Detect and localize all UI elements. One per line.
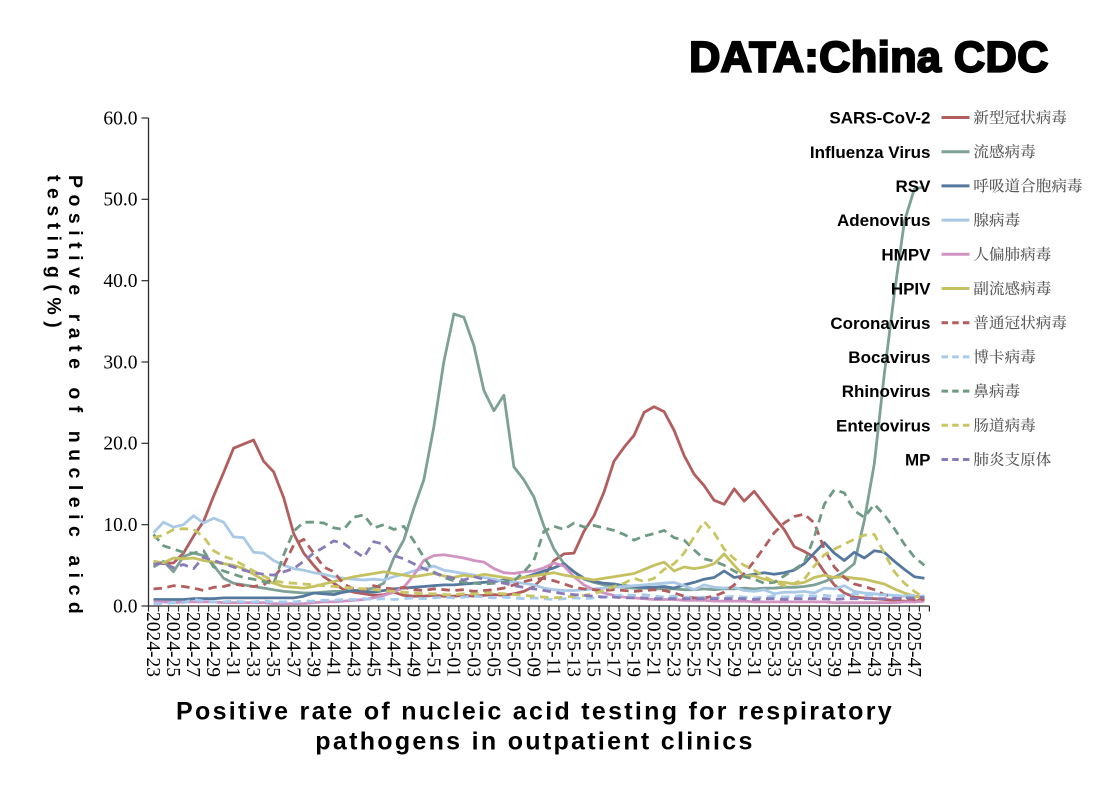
svg-text:2025-19: 2025-19 xyxy=(623,612,644,677)
svg-text:2025-15: 2025-15 xyxy=(583,612,604,677)
svg-text:2025-05: 2025-05 xyxy=(483,612,504,677)
svg-text:2025-11: 2025-11 xyxy=(543,612,564,676)
svg-text:2025-07: 2025-07 xyxy=(503,612,524,677)
svg-text:MP: MP xyxy=(905,451,931,470)
svg-text:2025-37: 2025-37 xyxy=(803,612,824,677)
svg-text:0.0: 0.0 xyxy=(113,596,137,617)
svg-text:30.0: 30.0 xyxy=(103,352,137,373)
svg-text:2024-39: 2024-39 xyxy=(302,612,323,677)
svg-text:pathogens in outpatient clinic: pathogens in outpatient clinics xyxy=(315,728,754,756)
svg-text:2025-31: 2025-31 xyxy=(743,612,764,677)
svg-text:Enterovirus: Enterovirus xyxy=(836,416,930,435)
svg-text:2025-01: 2025-01 xyxy=(443,612,464,677)
svg-text:HMPV: HMPV xyxy=(881,245,931,264)
svg-text:DATA:China CDC: DATA:China CDC xyxy=(689,34,1049,82)
svg-text:Bocavirus: Bocavirus xyxy=(848,348,930,367)
svg-text:60.0: 60.0 xyxy=(103,108,137,129)
svg-text:Adenovirus: Adenovirus xyxy=(837,211,931,230)
svg-text:2025-29: 2025-29 xyxy=(723,612,744,677)
svg-text:2025-23: 2025-23 xyxy=(663,612,684,677)
svg-text:2025-47: 2025-47 xyxy=(903,612,924,677)
svg-text:2024-51: 2024-51 xyxy=(422,612,443,677)
svg-text:2024-23: 2024-23 xyxy=(142,612,163,677)
svg-text:2025-03: 2025-03 xyxy=(463,612,484,677)
svg-text:40.0: 40.0 xyxy=(103,271,137,292)
svg-text:2024-49: 2024-49 xyxy=(402,612,423,677)
svg-text:2025-33: 2025-33 xyxy=(763,612,784,677)
svg-text:2025-43: 2025-43 xyxy=(863,612,884,677)
svg-text:testing(%): testing(%) xyxy=(43,175,65,334)
svg-text:Influenza Virus: Influenza Virus xyxy=(810,143,931,162)
svg-text:20.0: 20.0 xyxy=(103,434,137,455)
svg-text:2024-41: 2024-41 xyxy=(322,612,343,677)
svg-text:2025-35: 2025-35 xyxy=(783,612,804,677)
svg-text:Coronavirus: Coronavirus xyxy=(830,314,930,333)
svg-text:2025-25: 2025-25 xyxy=(683,612,704,677)
svg-text:2024-35: 2024-35 xyxy=(262,612,283,677)
svg-text:Rhinovirus: Rhinovirus xyxy=(842,382,931,401)
svg-text:2024-29: 2024-29 xyxy=(202,612,223,677)
svg-text:2024-31: 2024-31 xyxy=(222,612,243,677)
svg-text:2024-25: 2024-25 xyxy=(162,612,183,677)
svg-text:2024-43: 2024-43 xyxy=(342,612,363,677)
svg-text:2025-09: 2025-09 xyxy=(523,612,544,677)
svg-text:2025-39: 2025-39 xyxy=(823,612,844,677)
svg-text:2025-27: 2025-27 xyxy=(703,612,724,677)
svg-text:2024-27: 2024-27 xyxy=(182,612,203,677)
svg-text:HPIV: HPIV xyxy=(891,280,931,299)
svg-text:2024-37: 2024-37 xyxy=(282,612,303,677)
svg-text:2024-47: 2024-47 xyxy=(382,612,403,677)
svg-text:2025-17: 2025-17 xyxy=(603,612,624,677)
svg-text:2024-33: 2024-33 xyxy=(242,612,263,677)
svg-text:10.0: 10.0 xyxy=(103,515,137,536)
svg-text:SARS-CoV-2: SARS-CoV-2 xyxy=(829,109,930,128)
svg-text:2025-45: 2025-45 xyxy=(883,612,904,677)
svg-text:2025-21: 2025-21 xyxy=(643,612,664,677)
svg-text:Positive rate of nucleic aicd: Positive rate of nucleic aicd xyxy=(64,175,86,620)
svg-text:2024-45: 2024-45 xyxy=(362,612,383,677)
svg-text:2025-41: 2025-41 xyxy=(843,612,864,677)
svg-text:Positive rate of nucleic acid: Positive rate of nucleic acid testing fo… xyxy=(176,698,894,726)
svg-text:2025-13: 2025-13 xyxy=(563,612,584,677)
svg-text:RSV: RSV xyxy=(896,177,932,196)
svg-text:50.0: 50.0 xyxy=(103,190,137,211)
